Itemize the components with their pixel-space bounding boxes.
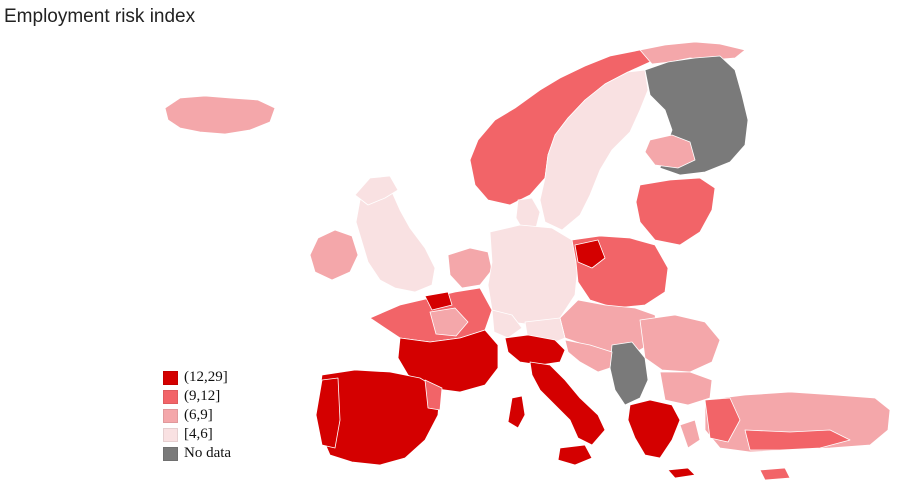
region-cyprus bbox=[759, 467, 791, 481]
region-benelux bbox=[447, 247, 493, 289]
region-italy-north bbox=[504, 334, 566, 366]
region-romania bbox=[639, 314, 721, 373]
region-greek-islands bbox=[679, 419, 701, 449]
region-uk bbox=[355, 187, 436, 293]
map-title: Employment risk index bbox=[4, 6, 196, 27]
legend-item: (9,12] bbox=[163, 387, 231, 406]
region-france-south bbox=[397, 329, 499, 393]
legend-item: No data bbox=[163, 444, 231, 463]
legend-label: [4,6] bbox=[184, 426, 213, 442]
map-legend: (12,29] (9,12] (6,9] [4,6] No data bbox=[163, 368, 231, 463]
region-poland-east bbox=[574, 239, 606, 269]
legend-item: (12,29] bbox=[163, 368, 231, 387]
legend-label: No data bbox=[184, 445, 232, 461]
region-baltics bbox=[635, 177, 716, 246]
legend-item: (6,9] bbox=[163, 406, 231, 425]
legend-swatch bbox=[163, 370, 178, 385]
legend-swatch bbox=[163, 389, 178, 404]
region-uk-scotland bbox=[354, 175, 399, 206]
legend-label: (12,29] bbox=[184, 369, 228, 385]
region-sardinia bbox=[507, 395, 526, 429]
region-turkey-south bbox=[744, 429, 851, 451]
region-germany bbox=[487, 224, 579, 326]
region-spain-east bbox=[424, 379, 443, 411]
region-greece bbox=[627, 399, 681, 459]
region-switzerland bbox=[491, 309, 523, 339]
region-iceland bbox=[164, 95, 276, 135]
region-turkey-west bbox=[704, 397, 741, 443]
legend-swatch bbox=[163, 427, 178, 442]
region-ireland bbox=[309, 229, 359, 281]
region-crete bbox=[667, 467, 696, 479]
legend-label: (9,12] bbox=[184, 388, 221, 404]
region-western-balkans bbox=[609, 341, 649, 406]
region-portugal bbox=[315, 377, 341, 449]
legend-label: (6,9] bbox=[184, 407, 213, 423]
region-bulgaria bbox=[659, 371, 713, 406]
region-finland-south bbox=[644, 134, 696, 169]
legend-item: [4,6] bbox=[163, 425, 231, 444]
region-italy bbox=[529, 361, 606, 446]
region-france-center bbox=[429, 307, 469, 337]
legend-swatch bbox=[163, 408, 178, 423]
region-sicily bbox=[557, 444, 593, 466]
region-croatia bbox=[564, 339, 613, 373]
legend-swatch bbox=[163, 446, 178, 461]
region-france-northwest bbox=[424, 291, 453, 311]
region-sweden bbox=[539, 69, 649, 231]
